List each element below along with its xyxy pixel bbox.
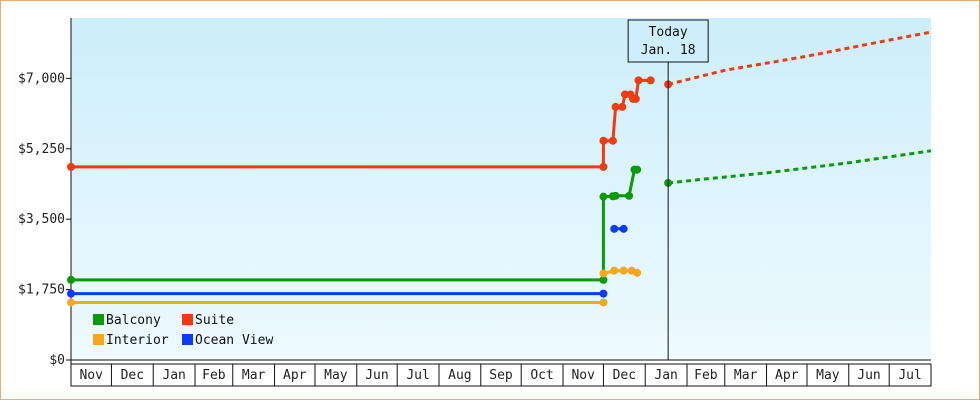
y-tick-label: $3,500 [18,212,65,227]
legend-item-interior: Interior [93,333,169,348]
data-point [599,192,608,201]
series-ocean-view [67,224,628,298]
x-tick-label: Feb [202,368,226,383]
x-tick-label: Aug [448,368,471,383]
data-point [619,266,628,275]
legend-item-suite: Suite [182,313,234,328]
x-tick-label: Jan [162,368,185,383]
x-tick-label: May [324,368,348,383]
x-tick-label: Oct [530,368,553,383]
legend-label: Ocean View [195,333,273,348]
x-tick-label: Dec [121,368,144,383]
x-tick-label: Jul [898,368,921,383]
today-label: Today [649,25,688,40]
series-balcony [67,149,932,284]
forecast-line [667,149,932,185]
data-point [599,289,608,298]
data-point [67,289,75,298]
data-point [618,102,627,111]
series-suite [67,30,932,171]
data-point [611,102,620,111]
series-layer [67,30,932,307]
series-interior [67,266,642,307]
data-point [67,298,75,307]
today-date-label: Jan. 18 [641,43,696,58]
data-point [625,191,634,200]
data-point [633,268,642,277]
legend-label: Interior [106,333,169,348]
data-point [631,94,640,103]
legend-label: Balcony [106,313,161,328]
x-tick-label: Apr [283,368,307,383]
x-tick-label: Jul [406,368,429,383]
forecast-line [667,30,932,86]
data-point [619,224,628,233]
data-point [599,275,608,284]
x-tick-label: Mar [242,368,266,383]
x-tick-label: Dec [613,368,636,383]
x-tick-label: Apr [775,368,799,383]
legend: Balcony Suite Interior Ocean View [93,313,273,348]
today-label-box [627,19,709,63]
data-point [608,136,617,145]
data-point [634,76,643,85]
axes: $0 $1,750 $3,500 $5,250 $7,000 Nov Dec Jan Feb Ma… [18,18,932,387]
data-point [610,266,619,275]
legend-swatch [93,334,104,345]
x-tick-label: Nov [79,368,103,383]
x-tick-label: May [816,368,840,383]
data-point [67,162,75,171]
plot-background [71,18,931,360]
y-tick-label: $0 [49,353,65,368]
legend-swatch [182,314,193,325]
y-tick-label: $7,000 [18,71,65,86]
data-point [633,165,642,174]
legend-swatch [93,314,104,325]
data-point [610,224,619,233]
legend-swatch [182,334,193,345]
data-point [599,298,608,307]
x-tick-label: Jun [365,368,388,383]
data-point [599,136,608,145]
y-tick-label: $1,750 [18,283,65,298]
data-point [599,162,608,171]
legend-item-balcony: Balcony [93,313,161,328]
y-tick-label: $5,250 [18,142,65,157]
data-point [646,76,655,85]
x-tick-label: Jan [654,368,677,383]
data-point [611,191,620,200]
x-tick-label: Jun [857,368,880,383]
x-tick-label: Feb [694,368,718,383]
today-annotation: Today Jan. 18 [627,19,709,360]
x-tick-label: Nov [571,368,595,383]
legend-label: Suite [195,313,234,328]
legend-item-ocean-view: Ocean View [182,333,273,348]
data-point [599,269,608,278]
x-tick-label: Sep [489,368,513,383]
x-tick-label: Mar [734,368,758,383]
data-point [67,275,75,284]
